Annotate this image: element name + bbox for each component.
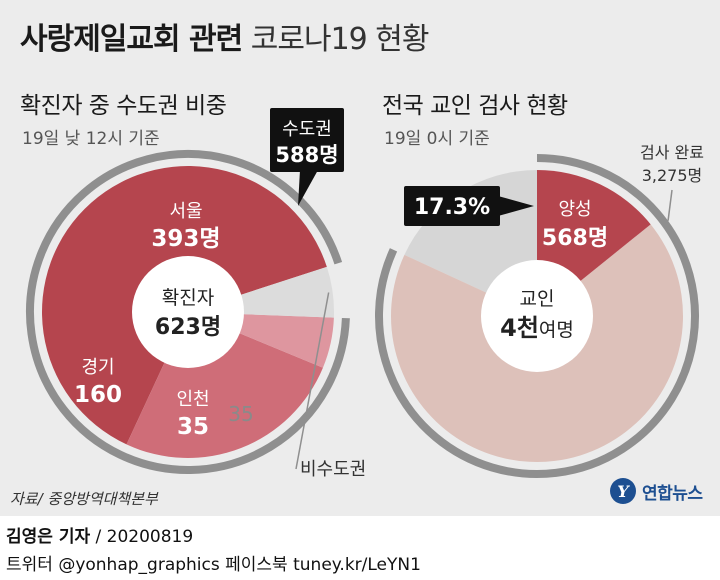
positive-value: 568명 (542, 226, 608, 251)
logo-text: 연합뉴스 (642, 483, 703, 504)
left-chart-title: 확진자 중 수도권 비중 (20, 93, 227, 119)
incheon-value: 35 (177, 414, 209, 440)
right-chart-note: 19일 0시 기준 (384, 129, 490, 149)
right-donut: 검사 완료 3,275명 17.3% 양성 568명 교인 4천여명 (375, 143, 704, 478)
right-chart-title: 전국 교인 검사 현황 (382, 93, 568, 119)
positive-label: 양성 (558, 199, 591, 220)
source-note: 자료/ 중앙방역대책본부 (10, 490, 158, 508)
reporter-name: 김영은 기자 (6, 527, 91, 547)
page-title: 사랑제일교회 관련 코로나19 현황 (20, 14, 430, 58)
incheon-label: 인천 (176, 389, 209, 410)
percent-callout-pointer (498, 196, 534, 216)
logo-mark-icon: Y (610, 478, 636, 504)
title-sub: 코로나19 현황 (250, 22, 430, 57)
non-capital-value: 35 (228, 402, 253, 426)
left-center-label: 확진자 (162, 287, 214, 309)
tested-ring (375, 154, 699, 478)
charts-canvas: 수도권 588명 확진자 623명 서울 393명 경기 160 인천 35 3… (26, 108, 704, 480)
non-capital-label: 비수도권 (300, 459, 366, 480)
credit-line: 김영은 기자 / 20200819 (6, 522, 193, 547)
social-line: 트위터 @yonhap_graphics 페이스북 tuney.kr/LeYN1 (6, 555, 421, 575)
percent-callout-box (404, 186, 500, 226)
right-center-number: 4천 (500, 314, 539, 342)
tested-value: 3,275명 (642, 166, 703, 185)
capital-region-ring (26, 150, 350, 474)
credit-date: / 20200819 (90, 527, 194, 547)
capital-callout-box (270, 108, 344, 172)
tested-leader-line (667, 189, 673, 221)
right-center-value: 4천여명 (500, 314, 574, 342)
right-center-hole (481, 260, 593, 372)
seoul-label: 서울 (169, 201, 202, 222)
seoul-value: 393명 (151, 226, 220, 252)
capital-callout-value: 588명 (275, 143, 338, 167)
callout-pointer (298, 170, 318, 206)
left-center-value: 623명 (155, 315, 221, 340)
capital-callout-label: 수도권 (282, 119, 332, 140)
tested-label: 검사 완료 (640, 143, 704, 162)
left-center-hole (132, 256, 244, 368)
left-chart-note: 19일 낮 12시 기준 (22, 129, 160, 149)
right-center-unit: 여명 (539, 319, 574, 341)
right-center-label: 교인 (520, 288, 555, 310)
title-main: 사랑제일교회 관련 (20, 22, 243, 57)
gyeonggi-value: 160 (74, 382, 122, 408)
positive-rate: 17.3% (414, 195, 490, 220)
gyeonggi-label: 경기 (81, 357, 114, 378)
non-capital-leader-line (295, 292, 330, 470)
yonhap-logo: Y 연합뉴스 (610, 478, 703, 504)
left-donut: 수도권 588명 확진자 623명 서울 393명 경기 160 인천 35 3… (26, 108, 366, 480)
